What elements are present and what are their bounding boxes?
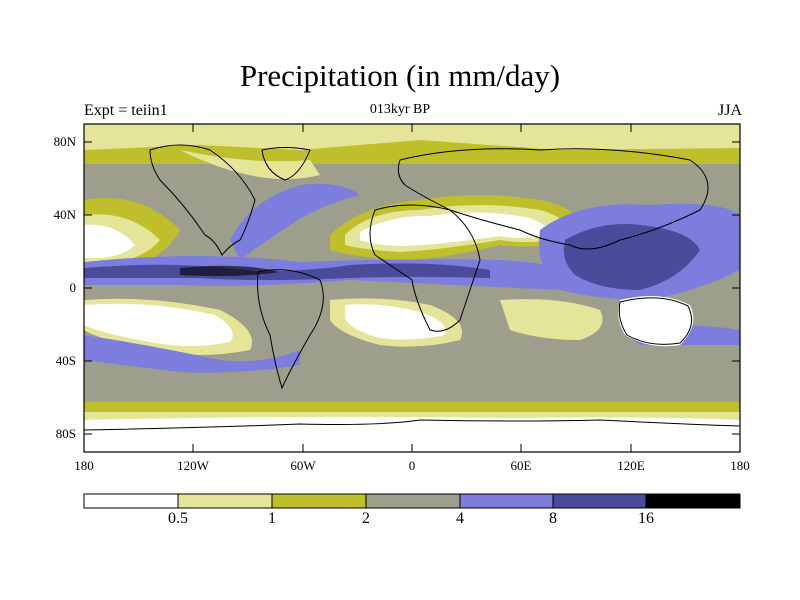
precipitation-field xyxy=(84,124,740,452)
colorbar xyxy=(83,493,741,509)
lat-label-40s: 40S xyxy=(55,353,76,368)
lon-label-0: 0 xyxy=(408,458,416,473)
colorbar-swatch-3 xyxy=(272,494,366,508)
lat-label-0: 0 xyxy=(69,280,77,295)
coastlines xyxy=(84,144,740,431)
lon-ticks xyxy=(83,124,741,452)
lon-label-60e: 60E xyxy=(510,458,532,473)
colorbar-swatch-6 xyxy=(553,494,646,508)
colorbar-swatch-2 xyxy=(178,494,272,508)
lon-label-120e: 120E xyxy=(617,458,645,473)
colorbar-label-0-5: 0.5 xyxy=(168,510,188,527)
colorbar-label-1: 1 xyxy=(268,510,276,527)
lat-label-80s: 80S xyxy=(55,426,76,441)
lat-ticks xyxy=(84,141,740,435)
lon-label-180e: 180 xyxy=(730,458,750,473)
colorbar-swatch-1 xyxy=(84,494,178,508)
map-title: Precipitation (in mm/day) xyxy=(239,58,561,93)
colorbar-swatch-4 xyxy=(366,494,460,508)
period-label: 013kyr BP xyxy=(369,102,431,117)
lat-label-40n: 40N xyxy=(53,207,76,222)
lon-label-60w: 60W xyxy=(290,458,316,473)
colorbar-label-8: 8 xyxy=(549,510,557,527)
season-label: JJA xyxy=(717,102,742,119)
lon-label-180w: 180 xyxy=(74,458,94,473)
lon-label-120w: 120W xyxy=(177,458,209,473)
colorbar-label-2: 2 xyxy=(362,510,370,527)
colorbar-label-4: 4 xyxy=(456,510,464,527)
colorbar-label-16: 16 xyxy=(638,510,654,527)
colorbar-swatch-5 xyxy=(460,494,553,508)
colorbar-swatch-7 xyxy=(646,494,740,508)
experiment-label: Expt = teiin1 xyxy=(84,102,168,119)
lat-label-80n: 80N xyxy=(53,134,76,149)
